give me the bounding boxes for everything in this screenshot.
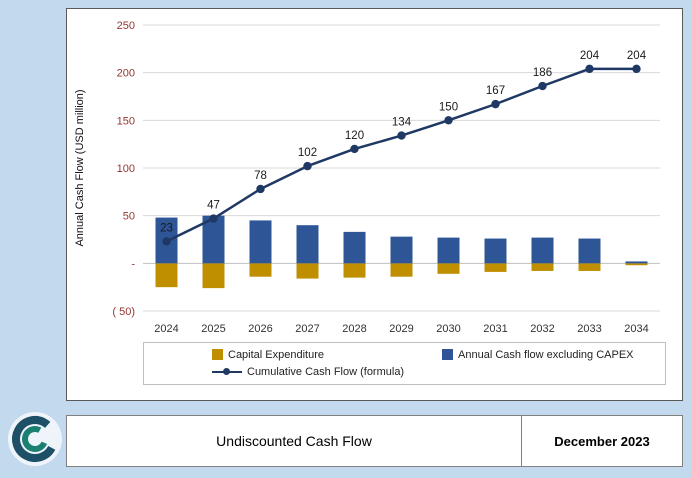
svg-text:134: 134 (392, 117, 412, 129)
svg-text:2030: 2030 (436, 323, 460, 335)
legend-label-cumulative: Cumulative Cash Flow (formula) (247, 365, 405, 378)
svg-text:204: 204 (580, 50, 600, 62)
capex-swatch-icon (212, 349, 223, 360)
svg-text:47: 47 (207, 200, 220, 212)
svg-text:2024: 2024 (154, 323, 178, 335)
svg-text:150: 150 (117, 115, 135, 127)
svg-text:2025: 2025 (201, 323, 225, 335)
chart-legend: Capital Expenditure Annual Cash flow exc… (143, 342, 666, 385)
legend-item-cumulative: Cumulative Cash Flow (formula) (212, 366, 404, 378)
report-date: December 2023 (554, 433, 650, 449)
svg-text:120: 120 (345, 130, 364, 142)
footer-bar: Undiscounted Cash Flow December 2023 (66, 415, 683, 467)
cashflow-chart: 250 200 150 100 50 - ( 50) 23 47 78 102 120 134 150 16… (74, 20, 660, 335)
svg-text:23: 23 (160, 222, 173, 234)
svg-text:( 50): ( 50) (112, 306, 135, 318)
report-title: Undiscounted Cash Flow (67, 416, 522, 466)
legend-item-capex: Capital Expenditure (212, 349, 324, 361)
legend-label-annual-cashflow: Annual Cash flow excluding CAPEX (458, 348, 634, 361)
legend-label-capex: Capital Expenditure (228, 348, 325, 361)
svg-text:2026: 2026 (248, 323, 272, 335)
company-logo (8, 412, 62, 466)
svg-text:150: 150 (439, 101, 458, 113)
svg-text:186: 186 (533, 67, 552, 79)
legend-row-2: Cumulative Cash Flow (formula) (150, 363, 659, 380)
svg-text:2032: 2032 (530, 323, 554, 335)
svg-text:250: 250 (117, 20, 135, 32)
svg-text:-: - (131, 258, 135, 270)
svg-text:2033: 2033 (577, 323, 601, 335)
svg-text:2028: 2028 (342, 323, 366, 335)
chart-panel: 250 200 150 100 50 - ( 50) 23 47 78 102 120 134 150 16… (66, 8, 683, 401)
svg-text:2034: 2034 (624, 323, 648, 335)
svg-text:167: 167 (486, 85, 505, 97)
legend-item-annual-cashflow: Annual Cash flow excluding CAPEX (442, 348, 634, 361)
svg-text:78: 78 (254, 170, 267, 182)
svg-text:Annual Cash Flow (USD million): Annual Cash Flow (USD million) (74, 89, 86, 246)
svg-text:204: 204 (627, 50, 647, 62)
svg-text:102: 102 (298, 147, 317, 159)
legend-row-1: Capital Expenditure Annual Cash flow exc… (150, 346, 659, 363)
svg-text:50: 50 (123, 211, 135, 223)
annual-cashflow-swatch-icon (442, 349, 454, 360)
svg-text:100: 100 (117, 163, 135, 175)
svg-text:200: 200 (117, 68, 135, 80)
cumulative-line-swatch-icon (212, 367, 242, 376)
svg-text:2029: 2029 (389, 323, 413, 335)
svg-text:2027: 2027 (295, 323, 319, 335)
svg-text:2031: 2031 (483, 323, 507, 335)
